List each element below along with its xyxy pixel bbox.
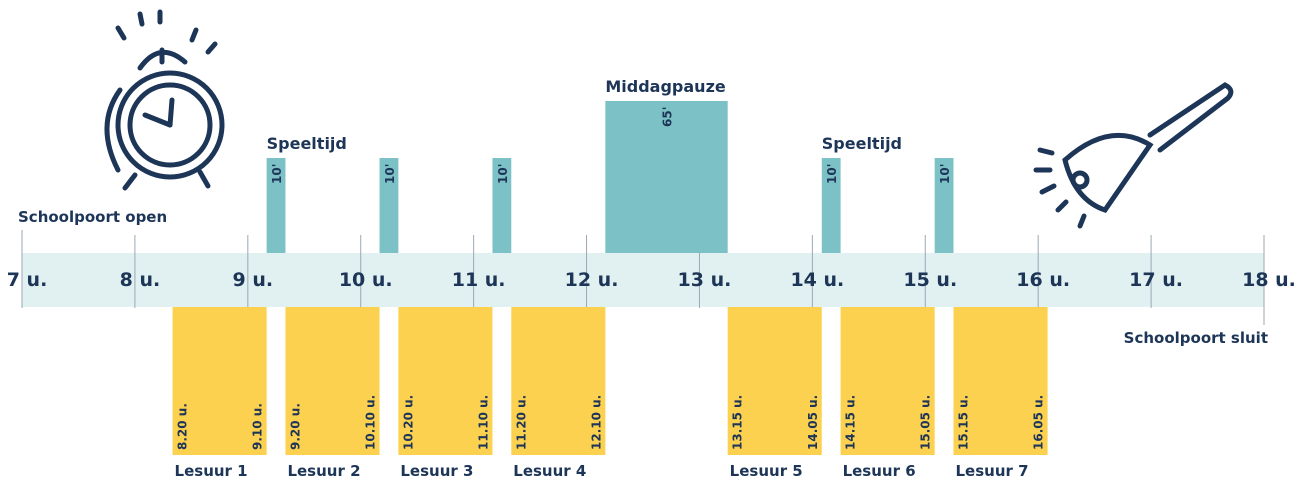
lesson-start: 15.15 u. xyxy=(957,395,971,450)
lesson-name: Lesuur 2 xyxy=(287,462,360,480)
break-title: Middagpauze xyxy=(605,77,726,96)
break-duration: 10' xyxy=(825,164,839,184)
lesson-end: 11.10 u. xyxy=(476,395,490,450)
tick-label: 18 u. xyxy=(1242,269,1294,291)
lesson-end: 16.05 u. xyxy=(1032,395,1046,450)
lesson-start: 8.20 u. xyxy=(176,403,190,450)
break-title: Speeltijd xyxy=(822,134,902,153)
lesson-name: Lesuur 6 xyxy=(843,462,916,480)
tick-label: 12 u. xyxy=(565,269,619,291)
break-duration: 65' xyxy=(661,107,675,127)
lesson-name: Lesuur 1 xyxy=(175,462,248,480)
tick-label: 7 u. xyxy=(7,269,48,291)
lesson-start: 11.20 u. xyxy=(514,395,528,450)
tick-label: 14 u. xyxy=(790,269,844,291)
tick-label: 8 u. xyxy=(120,269,161,291)
lesson-end: 15.05 u. xyxy=(919,395,933,450)
timeline: 7 u. 8 u. 9 u. 10 u. 11 u. 12 u. 13 u. 14 u. 15 … xyxy=(0,0,1294,483)
tick-label: 10 u. xyxy=(339,269,393,291)
open-label: Schoolpoort open xyxy=(18,208,167,226)
tick-label: 15 u. xyxy=(903,269,957,291)
lesson-start: 10.20 u. xyxy=(401,395,415,450)
tick-label: 16 u. xyxy=(1016,269,1070,291)
lesson-end: 12.10 u. xyxy=(589,395,603,450)
close-label: Schoolpoort sluit xyxy=(1124,329,1268,347)
lesson-end: 14.05 u. xyxy=(806,395,820,450)
lesson-end: 9.10 u. xyxy=(251,403,265,450)
lesson-end: 10.10 u. xyxy=(364,395,378,450)
break-duration: 10' xyxy=(383,164,397,184)
lesson-name: Lesuur 5 xyxy=(730,462,803,480)
lesson-name: Lesuur 3 xyxy=(400,462,473,480)
break-title: Speeltijd xyxy=(267,134,347,153)
break-duration: 10' xyxy=(270,164,284,184)
lesson-start: 9.20 u. xyxy=(288,403,302,450)
lesson-name: Lesuur 7 xyxy=(956,462,1029,480)
lesson-start: 14.15 u. xyxy=(844,395,858,450)
time-band xyxy=(22,253,1264,307)
bell-icon xyxy=(1036,85,1231,226)
tick-label: 13 u. xyxy=(678,269,732,291)
break-duration: 10' xyxy=(496,164,510,184)
break-duration: 10' xyxy=(938,164,952,184)
tick-label: 11 u. xyxy=(452,269,506,291)
tick-label: 9 u. xyxy=(233,269,274,291)
tick-label: 17 u. xyxy=(1129,269,1183,291)
clock-icon xyxy=(107,12,222,188)
lesson-name: Lesuur 4 xyxy=(513,462,586,480)
lesson-start: 13.15 u. xyxy=(731,395,745,450)
